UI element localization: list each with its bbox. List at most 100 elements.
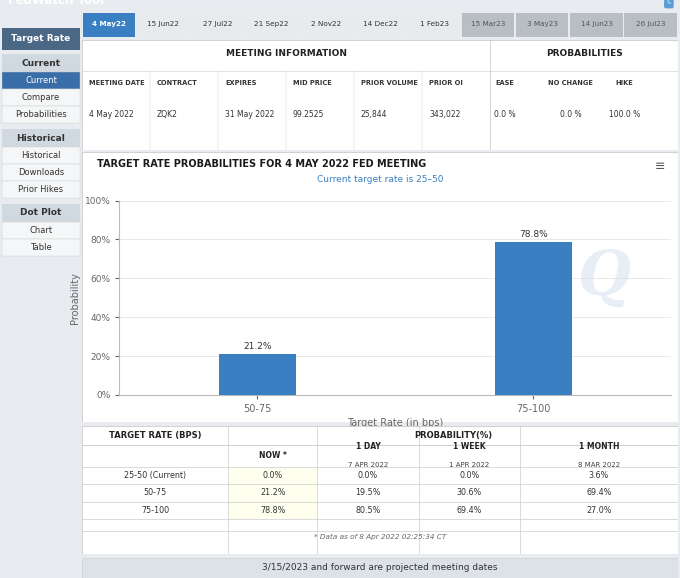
Text: 0.0%: 0.0% <box>358 471 378 480</box>
Text: 3.6%: 3.6% <box>589 471 609 480</box>
Bar <box>571 13 623 37</box>
Text: 15 Jun22: 15 Jun22 <box>148 21 180 27</box>
Text: 0.0%: 0.0% <box>459 471 479 480</box>
Bar <box>3 222 80 239</box>
Text: 78.8%: 78.8% <box>260 506 286 514</box>
Bar <box>3 54 80 72</box>
Text: 25,844: 25,844 <box>361 110 388 120</box>
Text: PROBABILITY(%): PROBABILITY(%) <box>414 431 492 440</box>
Text: Compare: Compare <box>22 93 60 102</box>
Text: 78.8%: 78.8% <box>519 231 547 239</box>
Bar <box>3 129 80 147</box>
Text: PRIOR OI: PRIOR OI <box>429 80 463 86</box>
Text: MID PRICE: MID PRICE <box>293 80 332 86</box>
Text: TARGET RATE (BPS): TARGET RATE (BPS) <box>109 431 201 440</box>
Text: 2 Nov22: 2 Nov22 <box>311 21 341 27</box>
Text: Dot Plot: Dot Plot <box>20 208 62 217</box>
Bar <box>354 13 406 37</box>
Text: 31 May 2022: 31 May 2022 <box>225 110 274 120</box>
Text: Current: Current <box>25 76 57 85</box>
Bar <box>245 13 298 37</box>
Text: MEETING INFORMATION: MEETING INFORMATION <box>226 49 347 58</box>
Text: 1 MONTH: 1 MONTH <box>579 442 619 451</box>
Text: Prior Hikes: Prior Hikes <box>18 185 63 194</box>
Text: HIKE: HIKE <box>615 80 633 86</box>
Text: PROBABILITIES: PROBABILITIES <box>546 49 622 58</box>
Bar <box>228 467 318 484</box>
Text: 26 Jul23: 26 Jul23 <box>636 21 666 27</box>
Bar <box>624 13 677 37</box>
Text: PRIOR VOLUME: PRIOR VOLUME <box>361 80 418 86</box>
Bar <box>137 13 189 37</box>
Text: FedWatch Tool: FedWatch Tool <box>8 0 105 6</box>
Text: Table: Table <box>30 243 52 252</box>
Text: 50-75: 50-75 <box>143 488 167 498</box>
Bar <box>3 164 80 181</box>
Bar <box>408 13 460 37</box>
Bar <box>3 28 80 50</box>
Bar <box>3 72 80 89</box>
Bar <box>3 147 80 164</box>
Text: 75-100: 75-100 <box>141 506 169 514</box>
Bar <box>228 502 318 519</box>
Bar <box>191 13 243 37</box>
Text: NO CHANGE: NO CHANGE <box>548 80 593 86</box>
Text: Target Rate: Target Rate <box>12 34 71 43</box>
Text: 21 Sep22: 21 Sep22 <box>254 21 289 27</box>
Bar <box>3 89 80 106</box>
Text: 15 Mar23: 15 Mar23 <box>471 21 505 27</box>
Text: 1 Feb23: 1 Feb23 <box>420 21 449 27</box>
Text: TARGET RATE PROBABILITIES FOR 4 MAY 2022 FED MEETING: TARGET RATE PROBABILITIES FOR 4 MAY 2022… <box>97 159 426 169</box>
Bar <box>3 204 80 222</box>
X-axis label: Target Rate (in bps): Target Rate (in bps) <box>347 418 443 428</box>
Text: Q: Q <box>579 249 632 308</box>
Text: 100.0 %: 100.0 % <box>609 110 640 120</box>
Text: ZQK2: ZQK2 <box>157 110 177 120</box>
Text: 27.0%: 27.0% <box>586 506 612 514</box>
Text: 0.0%: 0.0% <box>262 471 283 480</box>
Bar <box>299 13 352 37</box>
Text: 1 APR 2022: 1 APR 2022 <box>449 462 490 468</box>
Bar <box>82 13 135 37</box>
Text: Historical: Historical <box>16 134 65 143</box>
Text: 69.4%: 69.4% <box>457 506 482 514</box>
Text: 343,022: 343,022 <box>429 110 460 120</box>
Text: * Data as of 8 Apr 2022 02:25:34 CT: * Data as of 8 Apr 2022 02:25:34 CT <box>314 534 446 540</box>
Text: EXPIRES: EXPIRES <box>225 80 256 86</box>
Text: 0.0 %: 0.0 % <box>494 110 516 120</box>
Text: 27 Jul22: 27 Jul22 <box>203 21 232 27</box>
Text: Current: Current <box>22 58 61 68</box>
Text: 4 May22: 4 May22 <box>92 21 126 27</box>
Text: 21.2%: 21.2% <box>260 488 286 498</box>
Text: 4 May 2022: 4 May 2022 <box>89 110 133 120</box>
Bar <box>494 242 572 395</box>
Bar <box>462 13 514 37</box>
Text: CONTRACT: CONTRACT <box>157 80 198 86</box>
Text: Probabilities: Probabilities <box>15 110 67 119</box>
Text: 3 May23: 3 May23 <box>527 21 558 27</box>
Text: Historical: Historical <box>21 151 61 160</box>
Text: 0.0 %: 0.0 % <box>560 110 581 120</box>
Bar <box>3 106 80 123</box>
Text: 1 DAY: 1 DAY <box>356 442 380 451</box>
Text: MEETING DATE: MEETING DATE <box>89 80 144 86</box>
Bar <box>228 484 318 502</box>
Bar <box>3 239 80 256</box>
Text: 14 Dec22: 14 Dec22 <box>362 21 397 27</box>
Text: 69.4%: 69.4% <box>586 488 612 498</box>
Text: EASE: EASE <box>496 80 515 86</box>
Text: 8 MAR 2022: 8 MAR 2022 <box>578 462 620 468</box>
Bar <box>219 354 296 395</box>
Text: 25-50 (Current): 25-50 (Current) <box>124 471 186 480</box>
Y-axis label: Probability: Probability <box>70 272 80 324</box>
Text: 99.2525: 99.2525 <box>293 110 324 120</box>
Text: Chart: Chart <box>29 226 52 235</box>
Text: 7 APR 2022: 7 APR 2022 <box>348 462 388 468</box>
Text: 14 Jun23: 14 Jun23 <box>581 21 613 27</box>
Text: 19.5%: 19.5% <box>356 488 381 498</box>
Text: 21.2%: 21.2% <box>243 342 271 351</box>
Text: 80.5%: 80.5% <box>356 506 381 514</box>
Text: ≡: ≡ <box>654 160 665 173</box>
Text: Current target rate is 25–50: Current target rate is 25–50 <box>317 175 443 184</box>
Text: Downloads: Downloads <box>18 168 64 177</box>
